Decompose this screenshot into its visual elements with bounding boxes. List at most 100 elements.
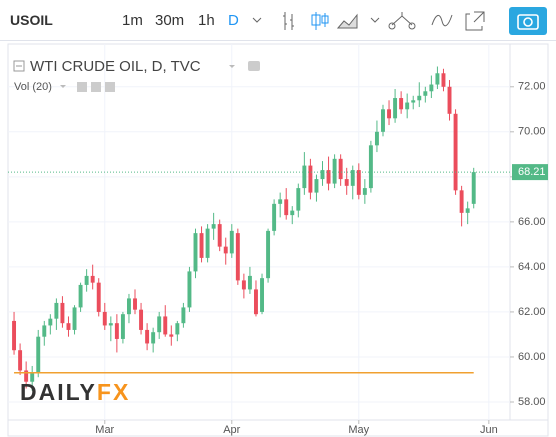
candle-body: [120, 314, 125, 339]
settings-icon[interactable]: [91, 82, 101, 92]
y-tick-label: 58.00: [518, 396, 546, 408]
candles-icon[interactable]: [311, 12, 329, 30]
interval[interactable]: 1m: [122, 12, 143, 29]
candle-body: [326, 170, 331, 184]
chevron[interactable]: [370, 17, 380, 23]
candle-body: [66, 323, 71, 330]
y-tick-label: 66.00: [518, 216, 546, 228]
candle-body: [48, 318, 53, 326]
collapse-icon[interactable]: [13, 60, 25, 72]
candle-body: [169, 334, 174, 337]
y-tick-label: 72.00: [518, 81, 546, 93]
y-tick-label: 60.00: [518, 351, 546, 363]
candle-body: [356, 170, 361, 195]
toolbar-icons: [252, 7, 547, 35]
dropdown[interactable]: [229, 65, 235, 68]
logo-text: DAILY: [20, 379, 97, 405]
candle-body: [72, 307, 77, 330]
candle-body: [302, 165, 307, 189]
y-tick-label: 64.00: [518, 261, 546, 273]
compare-icon[interactable]: [391, 12, 413, 26]
candle-body: [205, 228, 210, 258]
popout-icon[interactable]: [465, 11, 485, 31]
candle-body: [423, 91, 428, 96]
compare-icon: [388, 22, 396, 30]
candle-body: [447, 86, 452, 114]
candle-body: [405, 102, 410, 110]
candle-body: [235, 233, 240, 281]
candle-body: [139, 309, 144, 330]
candle-body: [157, 316, 162, 333]
candle-body: [308, 165, 313, 193]
candle-body: [187, 271, 192, 308]
camera-icon: [517, 14, 539, 30]
plot: 58.0060.0062.0064.0066.0068.0070.0072.00…: [8, 44, 548, 436]
candle-body: [211, 224, 216, 229]
symbol[interactable]: USOIL: [10, 12, 53, 28]
indicators-icon[interactable]: [431, 14, 453, 27]
chevron[interactable]: [252, 17, 262, 23]
logo-text: FX: [97, 379, 130, 405]
candle-body: [241, 280, 246, 290]
candle-body: [84, 275, 89, 285]
bars-icon[interactable]: [283, 12, 294, 30]
candle-body: [96, 282, 101, 312]
interval[interactable]: D: [228, 12, 239, 29]
indicator-label: Vol (20): [14, 81, 52, 93]
candle-body: [175, 323, 180, 335]
candle-body: [24, 370, 29, 382]
compare-icon: [408, 22, 416, 30]
candle-body: [126, 298, 131, 315]
last-price-box: [512, 164, 548, 181]
candle-body: [108, 323, 113, 326]
eye-icon[interactable]: [77, 82, 87, 92]
candle-body: [260, 278, 264, 312]
candle-body: [362, 188, 367, 195]
x-tick-label: May: [348, 424, 369, 436]
candle-body: [36, 336, 41, 373]
last-price-label: 68.21: [518, 166, 546, 178]
candle-body: [387, 109, 392, 119]
candle-body: [199, 233, 204, 258]
candle-body: [411, 100, 416, 103]
candle-body: [284, 199, 289, 216]
candle-body: [393, 98, 398, 119]
candle-body: [217, 224, 222, 247]
candle-body: [338, 158, 343, 180]
chart: 58.0060.0062.0064.0066.0068.0070.0072.00…: [7, 43, 549, 437]
camera-icon: [523, 17, 533, 27]
eye-icon[interactable]: [248, 61, 260, 71]
candle-body: [320, 170, 325, 180]
candle-body: [181, 307, 186, 324]
candle-body: [193, 233, 198, 272]
candle-body: [453, 113, 458, 191]
candle-body: [247, 275, 252, 290]
candle-body: [114, 323, 119, 339]
candle-body: [151, 332, 156, 344]
candle-body: [12, 320, 17, 351]
interval[interactable]: 30m: [155, 12, 185, 29]
interval[interactable]: 1h: [198, 12, 215, 29]
candle-body: [417, 95, 422, 101]
candle-body: [344, 179, 349, 186]
snapshot-button[interactable]: [509, 7, 547, 35]
candle-body: [90, 275, 95, 283]
chart-frame: [7, 43, 549, 437]
remove-icon[interactable]: [105, 82, 115, 92]
x-tick-label: Jun: [480, 424, 498, 436]
candle-body: [254, 289, 258, 315]
candle-body: [332, 158, 337, 184]
candle-body: [465, 208, 470, 213]
candle-body: [290, 210, 295, 216]
y-tick-label: 62.00: [518, 306, 546, 318]
candle-body: [60, 302, 65, 324]
candle-body: [459, 190, 464, 213]
candle-body: [18, 350, 23, 371]
dropdown[interactable]: [60, 85, 66, 88]
candle-body: [229, 230, 234, 254]
candle-body: [163, 316, 168, 335]
candle-body: [471, 172, 476, 204]
candle-body: [78, 284, 83, 308]
candle-body: [399, 98, 404, 110]
area-icon[interactable]: [336, 13, 358, 29]
